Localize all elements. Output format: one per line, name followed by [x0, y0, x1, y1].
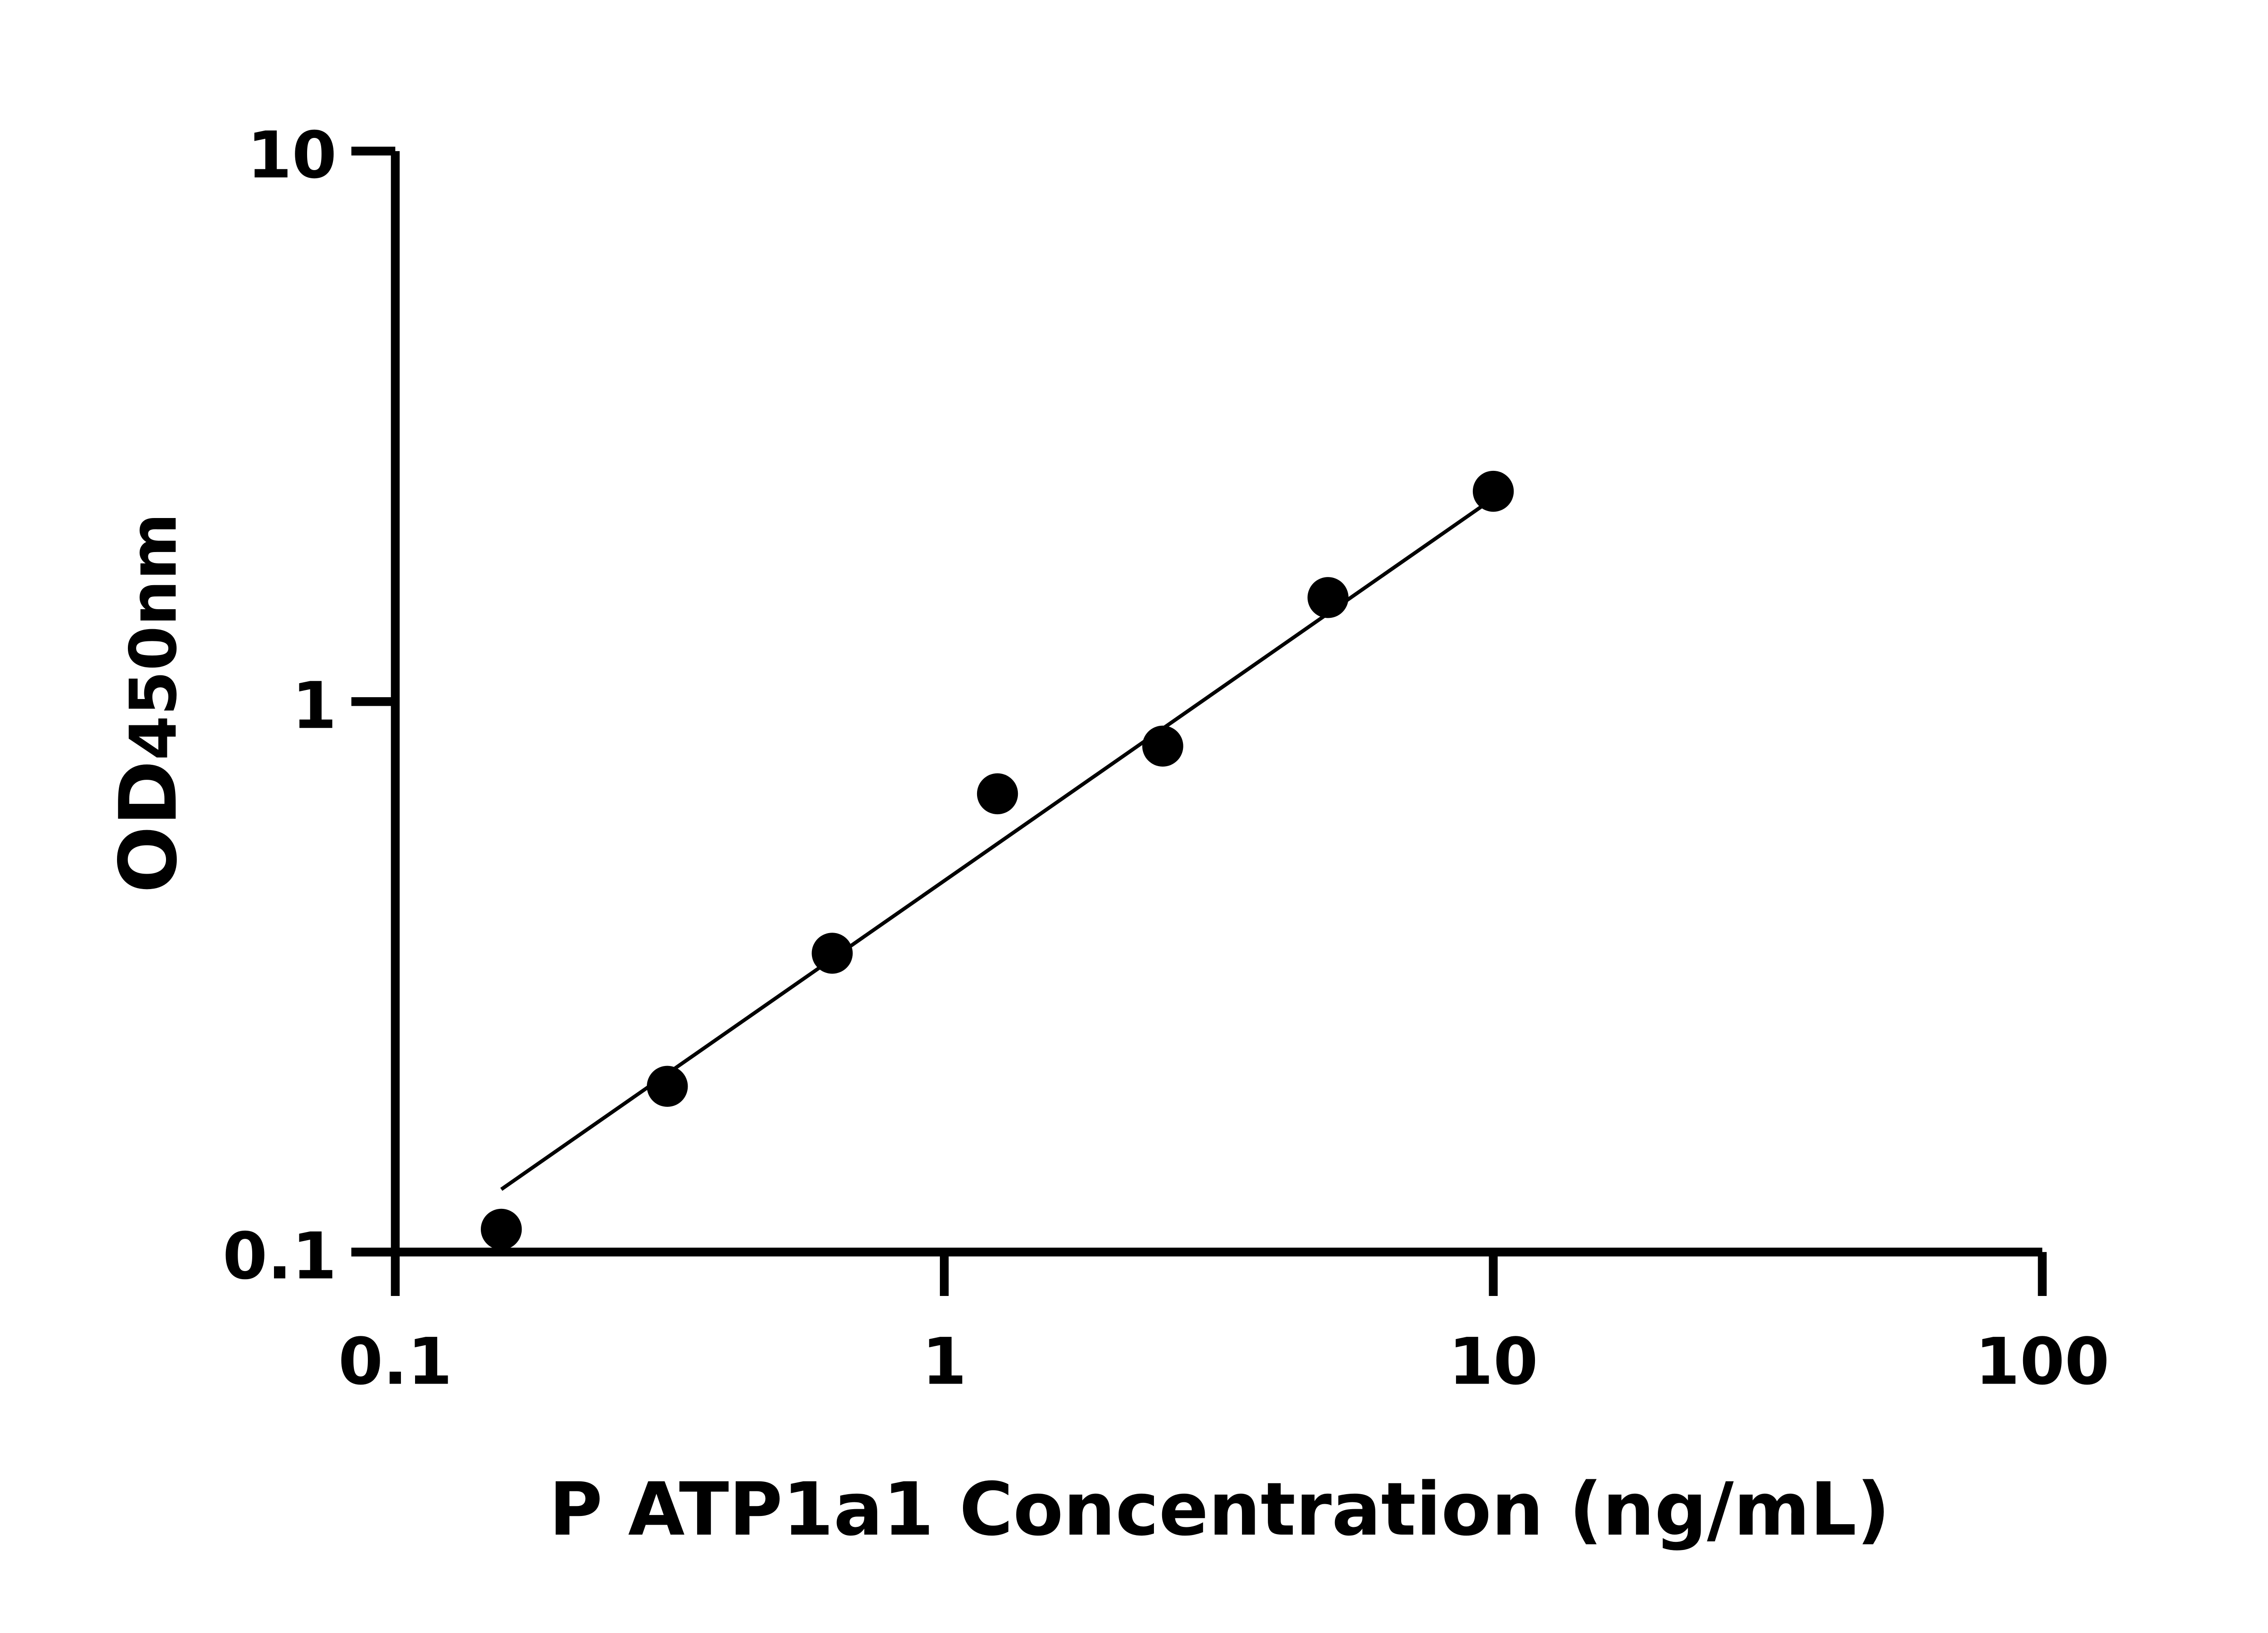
data-points	[480, 470, 1514, 1250]
y-axis-label-sub: 450nm	[116, 513, 191, 760]
axes	[351, 151, 2043, 1296]
y-axis-label-main: OD	[103, 760, 195, 893]
y-axis-label: OD450nm	[103, 513, 195, 893]
data-point	[1307, 577, 1349, 618]
y-tick-label: 0.1	[223, 1219, 337, 1294]
data-point	[811, 933, 853, 974]
data-point	[647, 1066, 688, 1107]
x-tick-label: 10	[1448, 1325, 1538, 1399]
data-point	[480, 1208, 522, 1250]
x-tick-label: 1	[922, 1325, 967, 1399]
data-point	[977, 773, 1018, 815]
x-tick-label: 0.1	[338, 1325, 453, 1399]
y-tick-label: 1	[292, 669, 337, 743]
data-point	[1472, 470, 1514, 512]
data-point	[1142, 725, 1183, 767]
x-axis-label: P ATP1a1 Concentration (ng/mL)	[549, 1467, 1890, 1552]
y-tick-label: 10	[247, 118, 337, 193]
x-tick-label: 100	[1975, 1325, 2109, 1399]
ticks: 0.1 1 10 100 0.1 1 10	[223, 118, 2110, 1399]
